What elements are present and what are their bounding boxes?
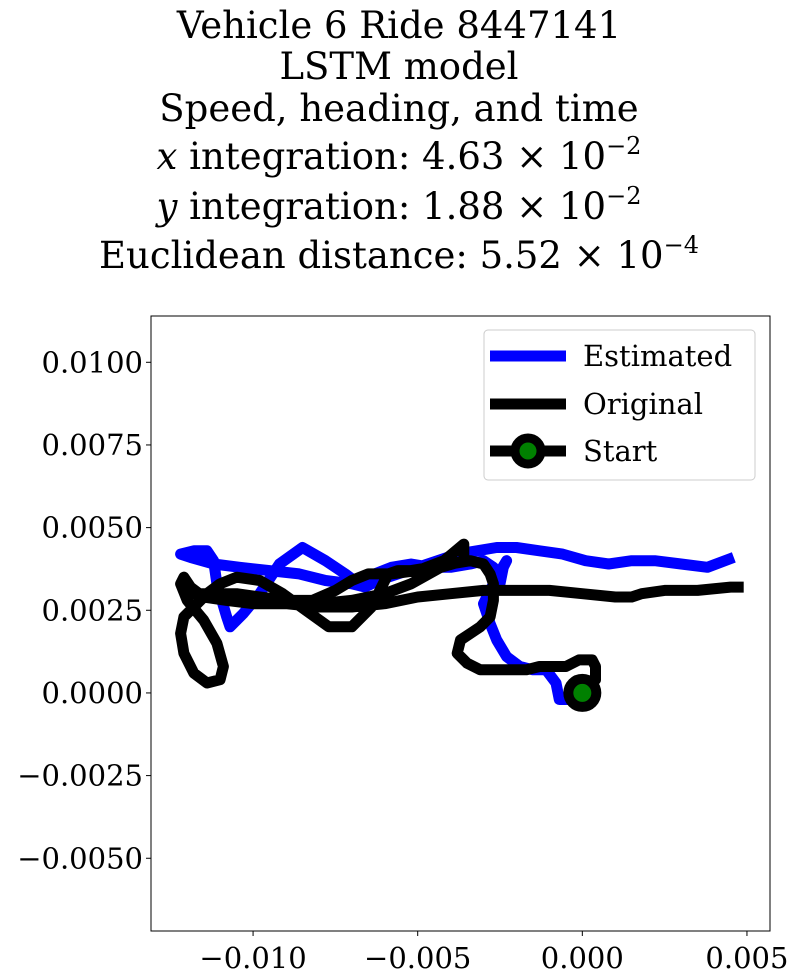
x-integration-text: integration: 4.63 × 10 [177, 135, 607, 178]
y-integration-exponent: −2 [606, 182, 642, 210]
title-line-1: Vehicle 6 Ride 8447141 [176, 4, 622, 47]
x-tick-label: 0.000 [541, 941, 624, 975]
y-tick-label: 0.0025 [42, 593, 143, 627]
axis-ticks: −0.010 −0.005 0.000 0.005 0.0100 0.0075 0.0050… [17, 345, 788, 975]
y-tick-label: −0.0025 [17, 759, 143, 793]
title-line-y-integration: y integration: 1.88 × 10−2 [0, 184, 798, 228]
title-line-3: Speed, heading, and time [159, 87, 639, 130]
x-tick-label: −0.010 [199, 941, 306, 975]
y-integration-text: integration: 1.88 × 10 [177, 185, 607, 228]
legend-original-label: Original [583, 387, 703, 421]
series-lines [175, 538, 744, 712]
legend-box [483, 329, 756, 481]
series-line-estimated [175, 542, 736, 705]
title-line-2: LSTM model [279, 45, 519, 88]
y-variable: y [156, 185, 178, 228]
x-tick-label: 0.005 [705, 941, 788, 975]
x-integration-exponent: −2 [606, 132, 642, 160]
x-tick-label: −0.005 [364, 941, 471, 975]
legend-start-marker [510, 433, 546, 469]
plot-frame [150, 315, 771, 932]
series-line-original [175, 538, 744, 697]
title-line-x-integration: x integration: 4.63 × 10−2 [0, 134, 798, 178]
distance-text: Euclidean distance: 5.52 × 10 [99, 234, 664, 277]
start-marker [563, 673, 602, 712]
y-tick-label: 0.0000 [42, 676, 143, 710]
x-variable: x [156, 135, 178, 178]
y-tick-label: 0.0050 [42, 511, 143, 545]
y-tick-label: 0.0075 [42, 428, 143, 462]
legend: Estimated Original Start [483, 329, 756, 481]
legend-estimated-label: Estimated [583, 339, 732, 373]
y-tick-label: −0.0050 [17, 841, 143, 875]
title-line-distance: Euclidean distance: 5.52 × 10−4 [0, 233, 798, 277]
legend-start-label: Start [583, 434, 658, 468]
y-tick-label: 0.0100 [42, 345, 143, 379]
distance-exponent: −4 [663, 231, 699, 259]
